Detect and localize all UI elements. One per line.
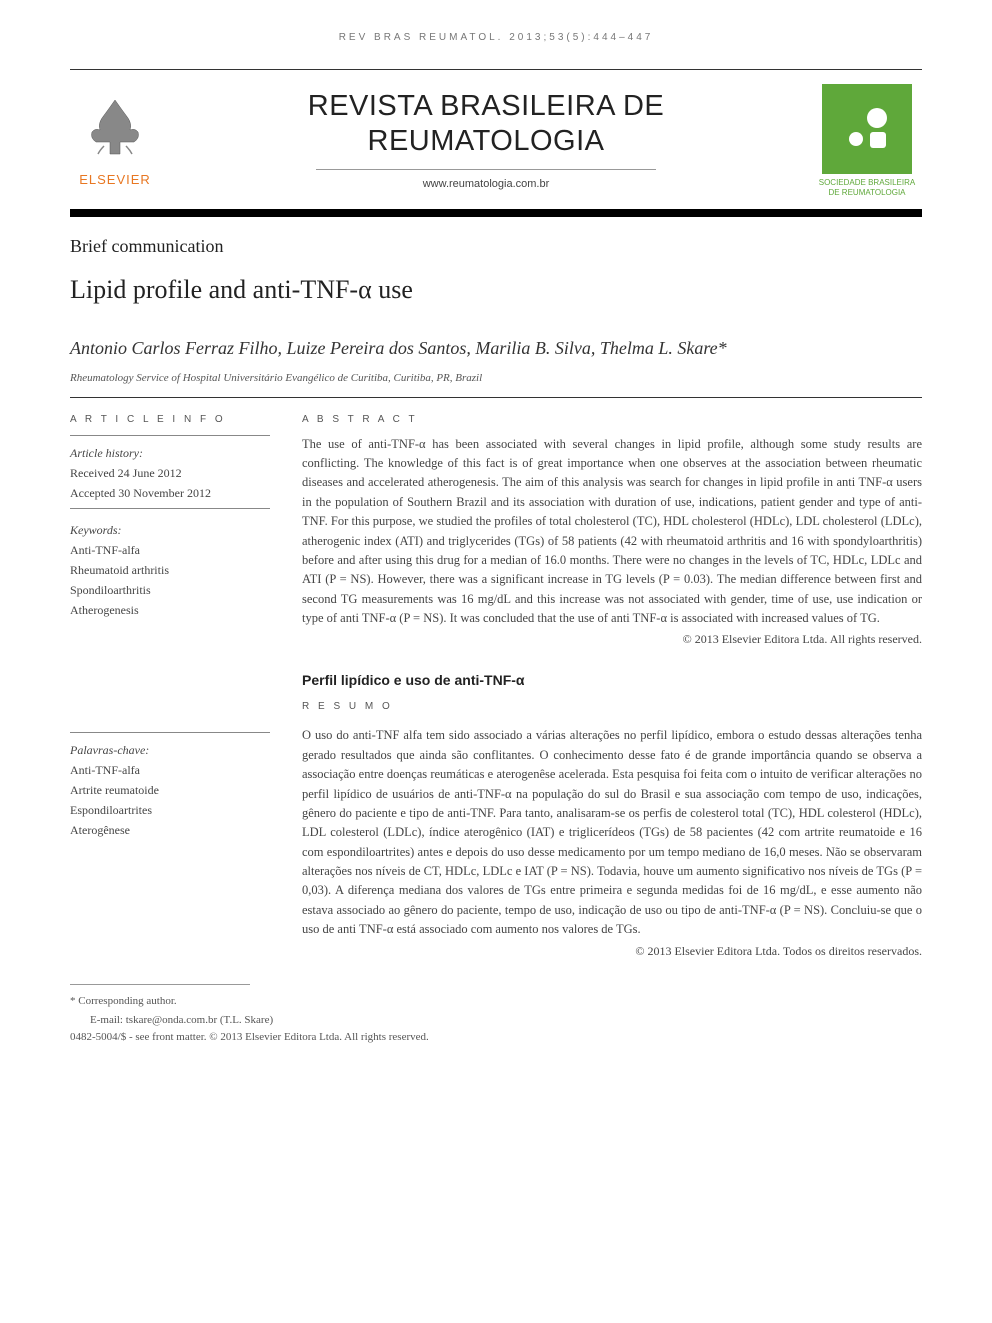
- society-line1: SOCIEDADE BRASILEIRA: [819, 178, 915, 187]
- pt-keywords-label: Palavras-chave:: [70, 741, 270, 759]
- abstract-text: The use of anti-TNF-α has been associate…: [302, 435, 922, 629]
- running-head: REV BRAS REUMATOL. 2013;53(5):444–447: [70, 30, 922, 45]
- society-name: SOCIEDADE BRASILEIRA DE REUMATOLOGIA: [812, 178, 922, 197]
- journal-title-line2: REUMATOLOGIA: [368, 125, 605, 157]
- black-bar: [70, 209, 922, 217]
- side-rule: [70, 435, 270, 436]
- pt-keyword: Aterogênese: [70, 821, 270, 839]
- article-title: Lipid profile and anti-TNF-α use: [70, 270, 922, 309]
- society-line2: DE REUMATOLOGIA: [828, 188, 905, 197]
- abstract-header: A B S T R A C T: [302, 412, 922, 427]
- abstract-en-block: A R T I C L E I N F O Article history: R…: [70, 412, 922, 723]
- pt-keyword: Anti-TNF-alfa: [70, 761, 270, 779]
- corresponding-author: * Corresponding author.: [70, 993, 922, 1010]
- pt-keyword: Espondiloartrites: [70, 801, 270, 819]
- footer-rule: [70, 984, 250, 985]
- history-label: Article history:: [70, 444, 270, 462]
- affiliation: Rheumatology Service of Hospital Univers…: [70, 370, 922, 387]
- issn-line: 0482-5004/$ - see front matter. © 2013 E…: [70, 1029, 922, 1046]
- pt-title: Perfil lipídico e uso de anti-TNF-α: [302, 670, 922, 691]
- history-accepted: Accepted 30 November 2012: [70, 484, 270, 502]
- abstract-pt-block: Palavras-chave: Anti-TNF-alfa Artrite re…: [70, 726, 922, 959]
- side-rule: [70, 508, 270, 509]
- elsevier-tree-icon: [80, 92, 150, 162]
- keywords-label: Keywords:: [70, 521, 270, 539]
- publisher-logo: ELSEVIER: [70, 92, 160, 189]
- abstract-en: A B S T R A C T The use of anti-TNF-α ha…: [302, 412, 922, 723]
- resumo-header: R E S U M O: [302, 699, 922, 714]
- resumo-copyright: © 2013 Elsevier Editora Ltda. Todos os d…: [302, 942, 922, 960]
- article-type: Brief communication: [70, 233, 922, 260]
- footer: * Corresponding author. E-mail: tskare@o…: [70, 993, 922, 1046]
- email-label: E-mail:: [90, 1014, 126, 1026]
- corresponding-email: E-mail: tskare@onda.com.br (T.L. Skare): [70, 1012, 922, 1029]
- article-info-sidebar: A R T I C L E I N F O Article history: R…: [70, 412, 270, 723]
- keywords-block: Keywords: Anti-TNF-alfa Rheumatoid arthr…: [70, 521, 270, 619]
- pt-keyword: Artrite reumatoide: [70, 781, 270, 799]
- resumo-text: O uso do anti-TNF alfa tem sido associad…: [302, 726, 922, 939]
- history-received: Received 24 June 2012: [70, 464, 270, 482]
- abstract-pt: O uso do anti-TNF alfa tem sido associad…: [302, 726, 922, 959]
- side-rule: [70, 732, 270, 733]
- masthead: ELSEVIER REVISTA BRASILEIRA DE REUMATOLO…: [70, 70, 922, 205]
- keyword: Anti-TNF-alfa: [70, 541, 270, 559]
- email-value[interactable]: tskare@onda.com.br (T.L. Skare): [126, 1014, 273, 1026]
- abstract-copyright: © 2013 Elsevier Editora Ltda. All rights…: [302, 630, 922, 648]
- journal-url[interactable]: www.reumatologia.com.br: [316, 169, 656, 193]
- authors: Antonio Carlos Ferraz Filho, Luize Perei…: [70, 335, 922, 362]
- journal-title: REVISTA BRASILEIRA DE REUMATOLOGIA: [160, 89, 812, 159]
- society-icon: [822, 84, 912, 174]
- section-rule: [70, 397, 922, 398]
- keyword: Spondiloarthritis: [70, 581, 270, 599]
- society-logo: SOCIEDADE BRASILEIRA DE REUMATOLOGIA: [812, 84, 922, 197]
- journal-title-block: REVISTA BRASILEIRA DE REUMATOLOGIA www.r…: [160, 89, 812, 192]
- article-info-header: A R T I C L E I N F O: [70, 412, 270, 427]
- journal-title-line1: REVISTA BRASILEIRA DE: [308, 90, 664, 122]
- keyword: Atherogenesis: [70, 601, 270, 619]
- keyword: Rheumatoid arthritis: [70, 561, 270, 579]
- publisher-name: ELSEVIER: [70, 170, 160, 190]
- pt-keywords-sidebar: Palavras-chave: Anti-TNF-alfa Artrite re…: [70, 726, 270, 959]
